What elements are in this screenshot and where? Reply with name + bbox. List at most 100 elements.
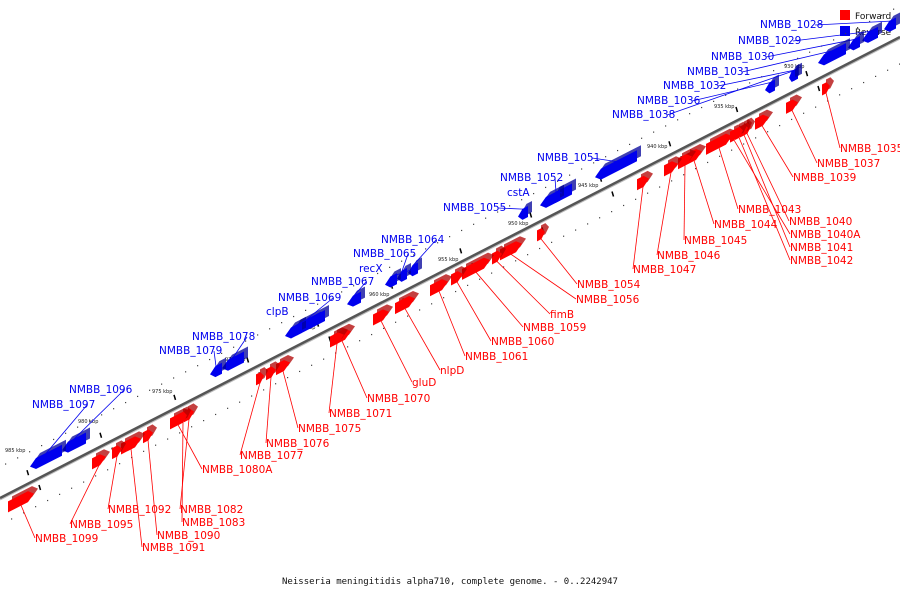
gene-NMBB_1055[interactable] xyxy=(518,201,532,220)
forward-gene-label[interactable]: fimB xyxy=(550,309,574,321)
forward-gene-label[interactable]: NMBB_1060 xyxy=(491,336,554,348)
reverse-gene-label[interactable]: NMBB_1097 xyxy=(32,399,95,411)
gene-NMBB_1046[interactable] xyxy=(664,156,682,177)
gene-NMBB_1031[interactable] xyxy=(818,38,850,66)
gene-NMBB_1045[interactable] xyxy=(678,149,696,170)
reverse-gene-label[interactable]: NMBB_1079 xyxy=(159,345,222,357)
forward-gene-label[interactable]: NMBB_1037 xyxy=(817,158,880,170)
forward-gene-label[interactable]: NMBB_1080A xyxy=(202,464,273,476)
forward-gene-label[interactable]: NMBB_1040 xyxy=(789,216,852,228)
reverse-gene-label[interactable]: NMBB_1052 xyxy=(500,172,563,184)
forward-gene-label[interactable]: NMBB_1076 xyxy=(266,438,330,450)
gene-NMBB_1067[interactable] xyxy=(347,286,365,307)
forward-gene-label[interactable]: NMBB_1099 xyxy=(35,533,98,545)
reverse-gene-label[interactable]: clpB xyxy=(266,306,289,318)
gene-NMBB_1091[interactable] xyxy=(121,431,145,455)
reverse-gene-label[interactable]: NMBB_1078 xyxy=(192,331,255,343)
gene-NMBB_1038[interactable] xyxy=(789,64,799,82)
forward-gene-label[interactable]: NMBB_1059 xyxy=(523,322,586,334)
gene-NMBB_1030[interactable] xyxy=(848,30,864,51)
gene-NMBB_1090[interactable] xyxy=(143,424,157,444)
forward-gene-label[interactable]: NMBB_1095 xyxy=(70,519,133,531)
forward-gene-label[interactable]: NMBB_1046 xyxy=(657,250,721,262)
forward-gene-label[interactable]: NMBB_1090 xyxy=(157,530,220,542)
forward-gene-label[interactable]: NMBB_1041 xyxy=(790,242,853,254)
gene-NMBB_1075[interactable] xyxy=(276,355,294,376)
gene-NMBB_1092[interactable] xyxy=(112,440,126,460)
gene-NMBB_1077[interactable] xyxy=(256,367,268,386)
gene-fimB[interactable] xyxy=(492,245,506,265)
forward-gene-label[interactable]: nlpD xyxy=(440,365,464,377)
gene-NMBB_1042[interactable] xyxy=(735,121,747,141)
gene-NMBB_1079[interactable] xyxy=(210,357,226,378)
gene-NMBB_1061[interactable] xyxy=(430,274,452,297)
gene-NMBB_1028[interactable] xyxy=(884,12,900,32)
gene-NMBB_1037[interactable] xyxy=(786,94,802,114)
forward-gene-label[interactable]: NMBB_1047 xyxy=(633,264,696,276)
gene-NMBB_1095[interactable] xyxy=(92,449,110,470)
reverse-gene-label[interactable]: recX xyxy=(359,263,383,275)
gene-NMBB_1056[interactable] xyxy=(500,236,526,261)
gene-cstA[interactable] xyxy=(552,184,564,203)
forward-gene-label[interactable]: NMBB_1083 xyxy=(182,517,245,529)
gene-NMBB_1060[interactable] xyxy=(451,266,467,286)
forward-gene-label[interactable]: NMBB_1039 xyxy=(793,172,856,184)
gene-recX[interactable] xyxy=(385,268,401,288)
forward-gene-label[interactable]: NMBB_1045 xyxy=(684,235,747,247)
reverse-gene-label[interactable]: NMBB_1064 xyxy=(381,234,445,246)
reverse-gene-label[interactable]: NMBB_1055 xyxy=(443,202,506,214)
gene-clpB[interactable] xyxy=(292,316,306,336)
reverse-gene-label[interactable]: NMBB_1096 xyxy=(69,384,133,396)
forward-gene-label[interactable]: gluD xyxy=(412,377,436,389)
gene-nlpD[interactable] xyxy=(395,291,419,315)
gene-leader-line xyxy=(746,133,790,222)
gene-NMBB_1043[interactable] xyxy=(706,128,736,155)
reverse-gene-label[interactable]: NMBB_1036 xyxy=(637,95,701,107)
reverse-gene-label[interactable]: NMBB_1065 xyxy=(353,248,416,260)
forward-gene-label[interactable]: NMBB_1092 xyxy=(108,504,171,516)
reverse-gene-label[interactable]: NMBB_1051 xyxy=(537,152,600,164)
reverse-gene-label[interactable]: NMBB_1031 xyxy=(687,66,750,78)
forward-gene-label[interactable]: NMBB_1043 xyxy=(738,204,801,216)
forward-gene-label[interactable]: NMBB_1075 xyxy=(298,423,361,435)
gene-NMBB_1071[interactable] xyxy=(330,327,348,348)
gene-NMBB_1051[interactable] xyxy=(595,145,641,180)
forward-gene-label[interactable]: NMBB_1044 xyxy=(714,219,778,231)
forward-gene-label[interactable]: NMBB_1061 xyxy=(465,351,528,363)
reverse-gene-label[interactable]: NMBB_1030 xyxy=(711,51,774,63)
reverse-gene-label[interactable]: cstA xyxy=(507,187,530,199)
gene-NMBB_1076[interactable] xyxy=(266,361,280,381)
gene-gluD[interactable] xyxy=(373,304,393,326)
forward-gene-label[interactable]: NMBB_1054 xyxy=(577,279,641,291)
gene-NMBB_1078[interactable] xyxy=(222,346,248,371)
gene-NMBB_1036[interactable] xyxy=(765,74,779,94)
reverse-gene-label[interactable]: NMBB_1069 xyxy=(278,292,341,304)
forward-gene-label[interactable]: NMBB_1042 xyxy=(790,255,853,267)
gene-NMBB_1035[interactable] xyxy=(822,77,834,96)
forward-gene-label[interactable]: NMBB_1077 xyxy=(240,450,303,462)
reverse-gene-label[interactable]: NMBB_1038 xyxy=(612,109,675,121)
gene-NMBB_1029[interactable] xyxy=(862,21,882,43)
gene-NMBB_1039[interactable] xyxy=(755,109,773,130)
forward-gene-label[interactable]: NMBB_1071 xyxy=(329,408,392,420)
scale-label: 975 kbp xyxy=(152,389,172,395)
gene-NMBB_1054[interactable] xyxy=(537,223,549,242)
gene-NMBB_1097[interactable] xyxy=(30,439,66,470)
gene-NMBB_1047[interactable] xyxy=(637,170,653,191)
reverse-gene-label[interactable]: NMBB_1067 xyxy=(311,276,374,288)
gene-leader-line xyxy=(738,137,791,261)
forward-gene-label[interactable]: NMBB_1082 xyxy=(180,504,243,516)
forward-gene-label[interactable]: NMBB_1091 xyxy=(142,542,205,554)
gene-NMBB_1096[interactable] xyxy=(62,427,90,453)
reverse-gene-label[interactable]: NMBB_1032 xyxy=(663,80,726,92)
gene-NMBB_1083[interactable] xyxy=(179,406,191,425)
forward-gene-label[interactable]: NMBB_1070 xyxy=(367,393,430,405)
reverse-gene-label[interactable]: NMBB_1028 xyxy=(760,19,823,31)
forward-gene-label[interactable]: NMBB_1035 xyxy=(840,143,900,155)
forward-gene-label[interactable]: NMBB_1040A xyxy=(790,229,861,241)
reverse-gene-label[interactable]: NMBB_1029 xyxy=(738,35,801,47)
gene-NMBB_1059[interactable] xyxy=(462,252,494,280)
gene-NMBB_1099[interactable] xyxy=(8,486,38,513)
forward-gene-label[interactable]: NMBB_1056 xyxy=(576,294,640,306)
scale-tick xyxy=(611,191,615,197)
